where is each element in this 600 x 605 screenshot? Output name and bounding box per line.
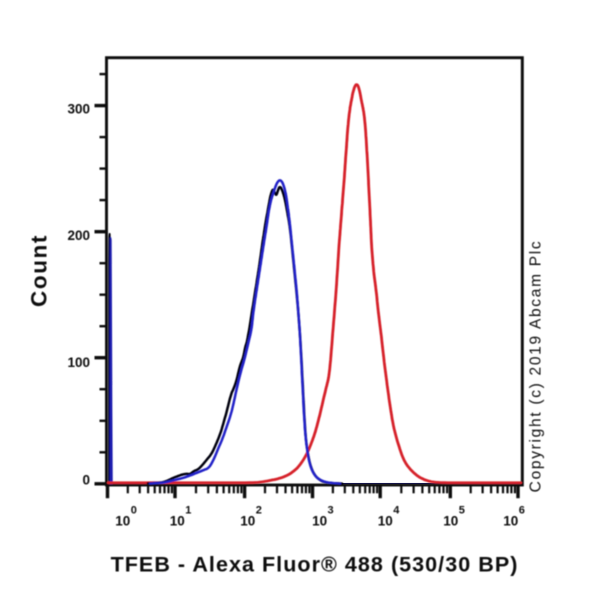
svg-text:10: 10 [312,514,327,529]
svg-text:10: 10 [170,514,185,529]
svg-text:Copyright (c) 2019 Abcam Plc: Copyright (c) 2019 Abcam Plc [528,240,545,493]
svg-text:0: 0 [82,472,90,487]
svg-text:3: 3 [328,505,334,517]
svg-text:4: 4 [393,505,400,517]
svg-text:Count: Count [26,234,51,307]
svg-text:6: 6 [519,505,525,517]
svg-text:10: 10 [378,514,393,529]
svg-text:10: 10 [443,514,458,529]
svg-text:300: 300 [67,102,90,117]
svg-text:0: 0 [131,505,137,517]
svg-text:5: 5 [459,505,465,517]
svg-text:TFEB - Alexa Fluor® 488 (530/3: TFEB - Alexa Fluor® 488 (530/30 BP) [111,553,519,577]
svg-text:10: 10 [115,514,130,529]
svg-text:2: 2 [256,505,262,517]
svg-text:10: 10 [503,514,518,529]
svg-text:200: 200 [67,228,90,243]
svg-text:100: 100 [67,355,90,370]
svg-text:10: 10 [240,514,255,529]
svg-text:1: 1 [185,505,191,517]
